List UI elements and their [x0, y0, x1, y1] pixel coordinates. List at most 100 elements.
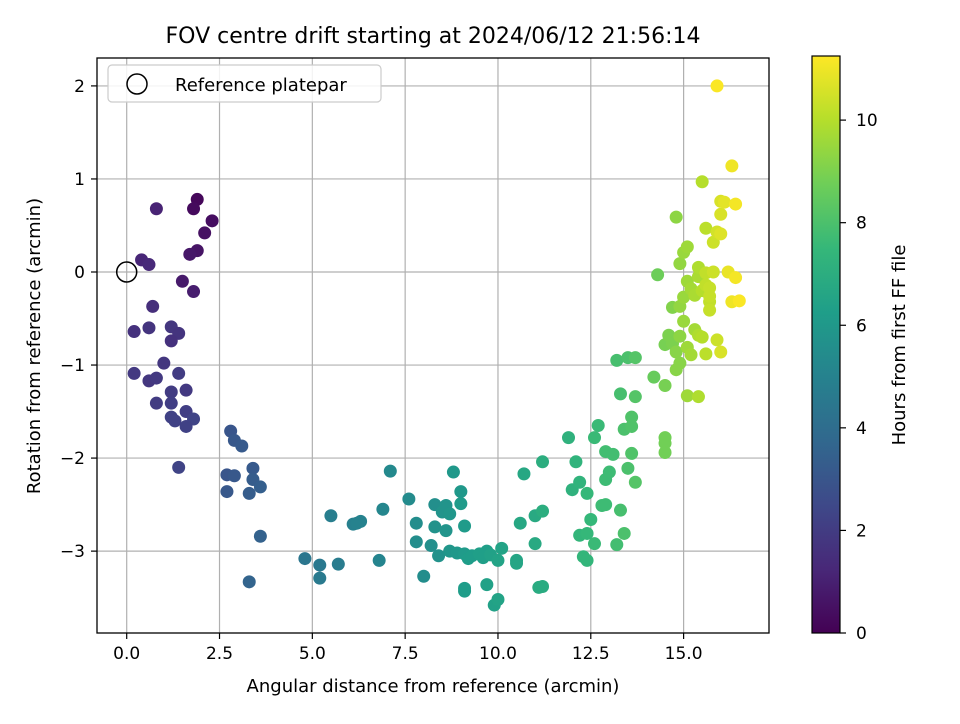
x-tick-label: 15.0	[665, 644, 703, 664]
data-point	[706, 265, 720, 279]
data-point	[628, 351, 642, 365]
data-point	[168, 414, 182, 428]
data-point	[729, 197, 743, 211]
data-point	[613, 503, 627, 517]
x-axis-ticks: 0.0 2.5 5.0 7.5 10.0 12.5 15.0	[113, 633, 703, 664]
data-point	[157, 356, 171, 370]
x-tick-label: 10.0	[479, 644, 517, 664]
data-point	[584, 512, 598, 526]
data-point	[703, 303, 717, 317]
data-point	[680, 240, 694, 254]
data-point	[149, 371, 163, 385]
data-point	[699, 221, 713, 235]
data-point	[428, 520, 442, 534]
data-point	[409, 535, 423, 549]
data-point	[446, 465, 460, 479]
legend: Reference platepar	[107, 64, 382, 103]
data-point	[454, 485, 468, 499]
data-point	[187, 202, 201, 216]
data-point	[454, 497, 468, 511]
data-point	[573, 475, 587, 489]
colorbar-gradient	[811, 55, 841, 634]
data-point	[695, 330, 709, 344]
y-axis-label: Rotation from reference (arcmin)	[24, 198, 45, 494]
data-point	[673, 257, 687, 271]
data-point	[580, 526, 594, 540]
data-point	[628, 390, 642, 404]
data-point	[149, 396, 163, 410]
y-tick-label: −1	[60, 356, 85, 376]
data-point	[669, 345, 683, 359]
data-point	[172, 366, 186, 380]
y-tick-label: 0	[74, 263, 85, 283]
data-point	[417, 569, 431, 583]
data-point	[142, 258, 156, 272]
colorbar-tick-label: 2	[856, 521, 867, 541]
data-point	[610, 353, 624, 367]
reference-platepar-marker	[115, 261, 138, 283]
colorbar-tick-label: 8	[856, 214, 867, 234]
colorbar-tick-label: 6	[856, 316, 867, 336]
data-point	[235, 439, 249, 453]
data-point	[242, 486, 256, 500]
data-point	[313, 571, 327, 585]
data-point	[599, 498, 613, 512]
data-point	[602, 465, 616, 479]
data-point	[725, 159, 739, 173]
colorbar-label: Hours from first FF file	[889, 245, 910, 446]
data-point	[717, 195, 731, 209]
data-point	[253, 529, 267, 543]
data-point	[491, 553, 505, 567]
legend-label-reference-platepar: Reference platepar	[175, 75, 347, 96]
data-point	[402, 492, 416, 506]
data-point	[439, 524, 453, 538]
x-axis-label: Angular distance from reference (arcmin)	[247, 676, 620, 697]
data-points	[115, 79, 746, 612]
y-axis-ticks: −3 −2 −1 0 1 2	[60, 77, 97, 562]
data-point	[164, 396, 178, 410]
axes-frame	[96, 57, 770, 634]
x-tick-label: 2.5	[206, 644, 233, 664]
data-point	[183, 247, 197, 261]
data-point	[164, 385, 178, 399]
data-point	[606, 447, 620, 461]
data-point	[617, 526, 631, 540]
data-point	[458, 519, 472, 533]
data-point	[491, 593, 505, 607]
y-tick-label: −2	[60, 449, 85, 469]
colorbar-tick-label: 10	[856, 111, 878, 131]
data-point	[376, 502, 390, 516]
colorbar-tick-label: 4	[856, 419, 867, 439]
data-point	[588, 537, 602, 551]
data-point	[621, 461, 635, 475]
data-point	[658, 379, 672, 393]
data-point	[588, 431, 602, 445]
data-point	[680, 389, 694, 403]
y-tick-label: 1	[74, 170, 85, 190]
data-point	[536, 579, 550, 593]
data-point	[625, 410, 639, 424]
legend-reference-marker	[126, 73, 148, 95]
data-point	[732, 294, 746, 308]
data-point	[510, 556, 524, 570]
data-point	[536, 504, 550, 518]
data-point	[714, 207, 728, 221]
data-point	[536, 455, 550, 469]
data-point	[706, 235, 720, 249]
data-point	[331, 557, 345, 571]
data-point	[513, 516, 527, 530]
data-point	[658, 445, 672, 459]
data-point	[298, 552, 312, 566]
y-tick-label: −3	[60, 542, 85, 562]
data-point	[673, 356, 687, 370]
data-point	[179, 383, 193, 397]
data-point	[350, 516, 364, 530]
data-point	[684, 348, 698, 362]
data-point	[610, 538, 624, 552]
data-point	[710, 333, 724, 347]
data-point	[714, 227, 728, 241]
chart-title: FOV centre drift starting at 2024/06/12 …	[166, 24, 701, 49]
data-point	[699, 347, 713, 361]
